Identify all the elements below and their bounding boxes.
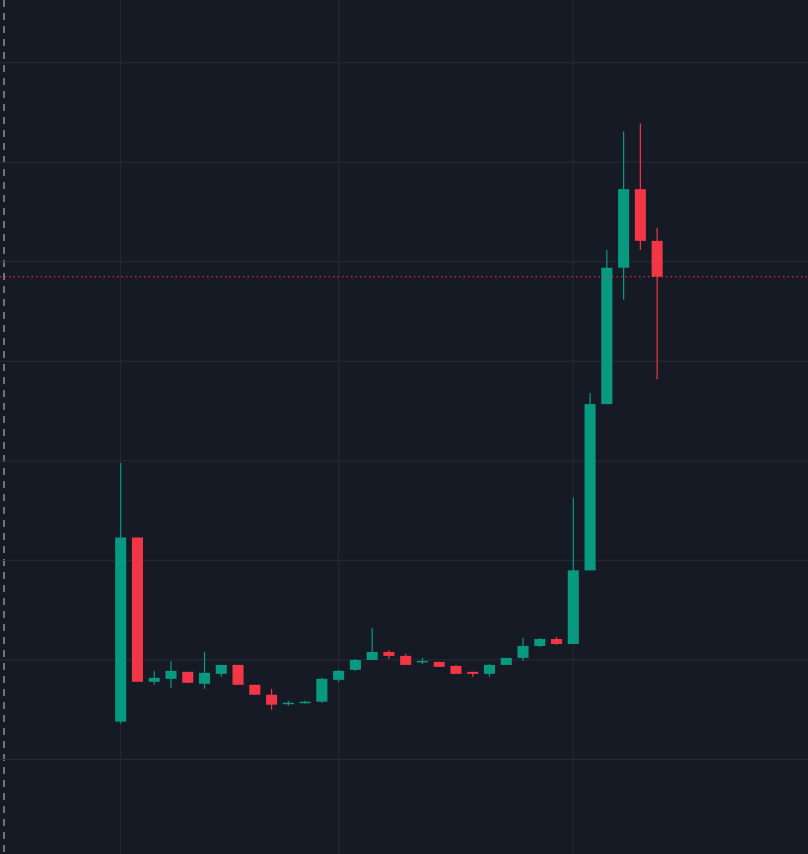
- candle-body: [517, 645, 529, 658]
- candle-body: [618, 189, 630, 268]
- candle-body: [601, 267, 613, 405]
- candle-body: [282, 702, 294, 705]
- candle-body: [450, 665, 462, 674]
- candle-body: [483, 664, 496, 674]
- candle-body: [148, 677, 160, 682]
- candle-body: [333, 670, 345, 680]
- candle-body: [266, 694, 278, 705]
- candle-body: [316, 678, 328, 702]
- candle-body: [232, 664, 244, 685]
- candle-body: [198, 672, 211, 684]
- candle-body: [366, 651, 378, 660]
- candle-body: [215, 664, 227, 674]
- candle-body: [115, 537, 127, 722]
- candle-body: [400, 655, 412, 665]
- candle-body: [551, 639, 563, 644]
- candle-body: [131, 537, 143, 682]
- candle-body: [651, 240, 663, 277]
- candle-body: [383, 651, 395, 656]
- candle-body: [249, 684, 261, 695]
- candle-body: [634, 189, 646, 241]
- candle-body: [349, 659, 361, 670]
- candle-body: [299, 701, 311, 704]
- candle-body: [567, 570, 579, 644]
- candle-body: [182, 671, 194, 683]
- candle-body: [416, 660, 428, 663]
- candle-body: [500, 657, 512, 665]
- candle-body: [433, 661, 445, 667]
- candle-body: [467, 671, 479, 674]
- candle-body: [584, 404, 596, 571]
- candle-body: [534, 639, 546, 646]
- candle-body: [165, 670, 177, 679]
